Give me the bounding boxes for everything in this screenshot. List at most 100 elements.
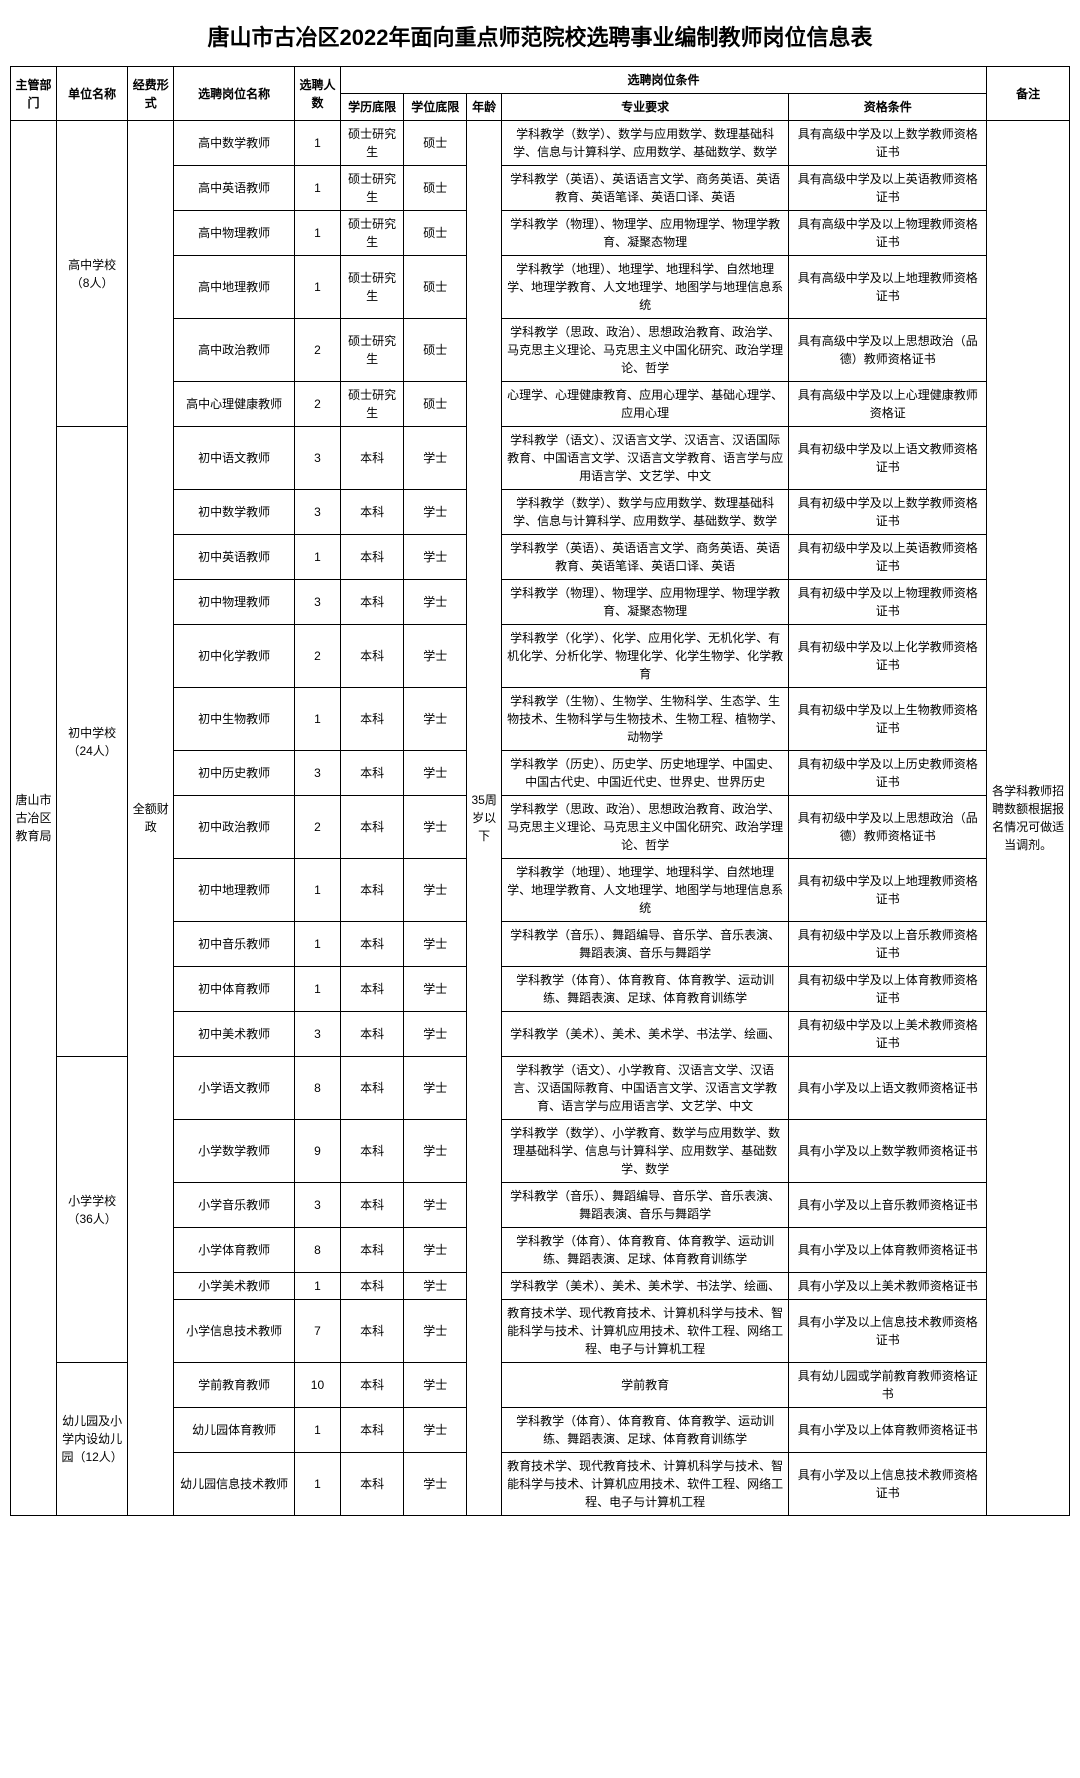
cell-posname: 小学体育教师 [174, 1228, 295, 1273]
cell-qual: 具有初级中学及以上历史教师资格证书 [789, 751, 987, 796]
cell-count: 2 [294, 625, 340, 688]
cell-edu: 本科 [340, 1120, 403, 1183]
cell-edu: 本科 [340, 859, 403, 922]
cell-count: 1 [294, 859, 340, 922]
cell-note: 各学科教师招聘数额根据报名情况可做适当调剂。 [987, 121, 1070, 1516]
cell-unit: 小学学校（36人） [56, 1057, 127, 1363]
cell-deg: 学士 [404, 922, 467, 967]
cell-edu: 本科 [340, 967, 403, 1012]
cell-qual: 具有初级中学及以上数学教师资格证书 [789, 490, 987, 535]
cell-count: 1 [294, 256, 340, 319]
cell-edu: 本科 [340, 1408, 403, 1453]
cell-count: 9 [294, 1120, 340, 1183]
cell-deg: 学士 [404, 490, 467, 535]
cell-qual: 具有初级中学及以上思想政治（品德）教师资格证书 [789, 796, 987, 859]
cell-deg: 学士 [404, 1408, 467, 1453]
cell-major: 学科教学（历史）、历史学、历史地理学、中国史、中国古代史、中国近代史、世界史、世… [501, 751, 788, 796]
cell-posname: 初中政治教师 [174, 796, 295, 859]
cell-edu: 硕士研究生 [340, 382, 403, 427]
cell-major: 学科教学（思政、政治）、思想政治教育、政治学、马克思主义理论、马克思主义中国化研… [501, 319, 788, 382]
cell-count: 1 [294, 1408, 340, 1453]
cell-deg: 学士 [404, 580, 467, 625]
cell-qual: 具有小学及以上美术教师资格证书 [789, 1273, 987, 1300]
cell-count: 2 [294, 382, 340, 427]
cell-major: 学科教学（音乐）、舞蹈编导、音乐学、音乐表演、舞蹈表演、音乐与舞蹈学 [501, 922, 788, 967]
cell-count: 3 [294, 1183, 340, 1228]
cell-qual: 具有高级中学及以上英语教师资格证书 [789, 166, 987, 211]
cell-qual: 具有初级中学及以上化学教师资格证书 [789, 625, 987, 688]
cell-major: 教育技术学、现代教育技术、计算机科学与技术、智能科学与技术、计算机应用技术、软件… [501, 1300, 788, 1363]
th-fund: 经费形式 [128, 67, 174, 121]
cell-posname: 初中地理教师 [174, 859, 295, 922]
cell-qual: 具有初级中学及以上美术教师资格证书 [789, 1012, 987, 1057]
cell-qual: 具有高级中学及以上心理健康教师资格证 [789, 382, 987, 427]
cell-dept: 唐山市古冶区教育局 [11, 121, 57, 1516]
cell-edu: 本科 [340, 427, 403, 490]
cell-deg: 学士 [404, 796, 467, 859]
cell-major: 学科教学（数学）、小学教育、数学与应用数学、数理基础科学、信息与计算科学、应用数… [501, 1120, 788, 1183]
th-posname: 选聘岗位名称 [174, 67, 295, 121]
cell-posname: 高中地理教师 [174, 256, 295, 319]
cell-major: 学科教学（化学）、化学、应用化学、无机化学、有机化学、分析化学、物理化学、化学生… [501, 625, 788, 688]
cell-posname: 高中数学教师 [174, 121, 295, 166]
cell-count: 8 [294, 1057, 340, 1120]
cell-posname: 小学数学教师 [174, 1120, 295, 1183]
cell-edu: 本科 [340, 535, 403, 580]
cell-posname: 小学美术教师 [174, 1273, 295, 1300]
cell-edu: 本科 [340, 1363, 403, 1408]
cell-posname: 高中物理教师 [174, 211, 295, 256]
cell-deg: 学士 [404, 859, 467, 922]
cell-posname: 高中英语教师 [174, 166, 295, 211]
cell-major: 心理学、心理健康教育、应用心理学、基础心理学、应用心理 [501, 382, 788, 427]
cell-count: 1 [294, 922, 340, 967]
cell-major: 学科教学（地理）、地理学、地理科学、自然地理学、地理学教育、人文地理学、地图学与… [501, 256, 788, 319]
cell-major: 学科教学（数学）、数学与应用数学、数理基础科学、信息与计算科学、应用数学、基础数… [501, 490, 788, 535]
cell-count: 3 [294, 580, 340, 625]
th-age: 年龄 [467, 94, 501, 121]
cell-edu: 本科 [340, 490, 403, 535]
cell-major: 学前教育 [501, 1363, 788, 1408]
cell-edu: 硕士研究生 [340, 166, 403, 211]
cell-qual: 具有小学及以上信息技术教师资格证书 [789, 1453, 987, 1516]
cell-major: 学科教学（生物）、生物学、生物科学、生态学、生物技术、生物科学与生物技术、生物工… [501, 688, 788, 751]
cell-age: 35周岁以下 [467, 121, 501, 1516]
cell-qual: 具有初级中学及以上英语教师资格证书 [789, 535, 987, 580]
cell-deg: 硕士 [404, 121, 467, 166]
cell-edu: 本科 [340, 1300, 403, 1363]
cell-major: 学科教学（物理）、物理学、应用物理学、物理学教育、凝聚态物理 [501, 211, 788, 256]
cell-count: 1 [294, 1273, 340, 1300]
cell-edu: 本科 [340, 1453, 403, 1516]
cell-count: 1 [294, 1453, 340, 1516]
cell-major: 学科教学（英语）、英语语言文学、商务英语、英语教育、英语笔译、英语口译、英语 [501, 166, 788, 211]
cell-qual: 具有初级中学及以上体育教师资格证书 [789, 967, 987, 1012]
th-deg: 学位底限 [404, 94, 467, 121]
table-row: 唐山市古冶区教育局高中学校（8人）全额财政高中数学教师1硕士研究生硕士35周岁以… [11, 121, 1070, 166]
cell-count: 10 [294, 1363, 340, 1408]
cell-posname: 学前教育教师 [174, 1363, 295, 1408]
cell-edu: 硕士研究生 [340, 211, 403, 256]
cell-deg: 学士 [404, 1273, 467, 1300]
cell-deg: 学士 [404, 1120, 467, 1183]
cell-count: 3 [294, 490, 340, 535]
cell-deg: 学士 [404, 688, 467, 751]
cell-posname: 初中物理教师 [174, 580, 295, 625]
cell-major: 学科教学（英语）、英语语言文学、商务英语、英语教育、英语笔译、英语口译、英语 [501, 535, 788, 580]
cell-qual: 具有小学及以上信息技术教师资格证书 [789, 1300, 987, 1363]
cell-deg: 学士 [404, 1183, 467, 1228]
cell-major: 学科教学（语文）、小学教育、汉语言文学、汉语言、汉语国际教育、中国语言文学、汉语… [501, 1057, 788, 1120]
cell-major: 学科教学（体育）、体育教育、体育教学、运动训练、舞蹈表演、足球、体育教育训练学 [501, 1408, 788, 1453]
cell-edu: 本科 [340, 796, 403, 859]
recruitment-table: 主管部门 单位名称 经费形式 选聘岗位名称 选聘人数 选聘岗位条件 备注 学历底… [10, 66, 1070, 1516]
cell-count: 3 [294, 427, 340, 490]
cell-qual: 具有初级中学及以上地理教师资格证书 [789, 859, 987, 922]
cell-posname: 初中化学教师 [174, 625, 295, 688]
cell-qual: 具有初级中学及以上语文教师资格证书 [789, 427, 987, 490]
cell-qual: 具有初级中学及以上物理教师资格证书 [789, 580, 987, 625]
th-unit: 单位名称 [56, 67, 127, 121]
th-dept: 主管部门 [11, 67, 57, 121]
cell-edu: 硕士研究生 [340, 121, 403, 166]
cell-major: 学科教学（语文）、汉语言文学、汉语言、汉语国际教育、中国语言文学、汉语言文学教育… [501, 427, 788, 490]
cell-deg: 硕士 [404, 211, 467, 256]
cell-major: 学科教学（美术）、美术、美术学、书法学、绘画、 [501, 1273, 788, 1300]
cell-deg: 学士 [404, 427, 467, 490]
